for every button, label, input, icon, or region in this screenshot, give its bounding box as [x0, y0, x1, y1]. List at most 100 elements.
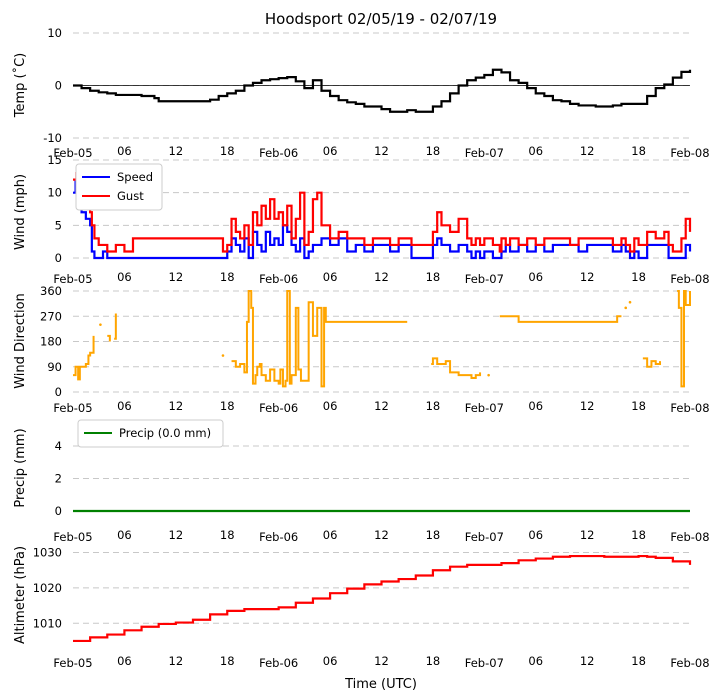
x-tick-label: 06 [528, 270, 543, 284]
x-tick-label: 12 [169, 654, 184, 668]
x-tick-label: 12 [169, 144, 184, 158]
x-tick-label: Feb-05 [53, 146, 92, 160]
y-tick-label: 270 [40, 309, 62, 323]
x-tick-label: 12 [580, 528, 595, 542]
y-axis-label: Wind (mph) [13, 174, 28, 250]
x-tick-label: 12 [374, 399, 389, 413]
x-tick-label: 06 [323, 144, 338, 158]
y-axis-label: Altimeter (hPa) [13, 546, 28, 644]
x-tick-label: 18 [631, 399, 646, 413]
x-tick-label: 06 [528, 654, 543, 668]
y-tick-label: 2 [55, 472, 62, 486]
x-tick-label: 18 [220, 144, 235, 158]
x-tick-label: 06 [528, 528, 543, 542]
x-tick-label: Feb-08 [670, 272, 709, 286]
x-tick-label: 12 [580, 270, 595, 284]
x-tick-label: 18 [220, 528, 235, 542]
x-tick-label: 06 [323, 399, 338, 413]
y-tick-label: 10 [47, 26, 62, 40]
x-tick-label: Feb-06 [259, 530, 298, 544]
x-tick-label: 18 [631, 144, 646, 158]
x-tick-label: 06 [117, 399, 132, 413]
series-line-wind-direction [107, 334, 111, 342]
x-tick-label: 18 [220, 399, 235, 413]
y-tick-label: 1010 [33, 616, 62, 630]
x-tick-label: 06 [117, 270, 132, 284]
x-tick-label: 12 [169, 528, 184, 542]
x-tick-label: Feb-08 [670, 146, 709, 160]
series-point-wind-direction [221, 354, 225, 357]
legend-label: Gust [117, 189, 144, 203]
series-line-wind-direction [677, 290, 691, 388]
series-point-wind-direction [624, 306, 628, 310]
panel-precip: 0 2 4 Feb-05 06 12 18 Feb-06 06 12 18 Feb-07 06 12 18 F… [13, 419, 710, 544]
legend-label: Precip (0.0 mm) [119, 426, 211, 440]
series-line-wind-direction [114, 313, 117, 340]
x-tick-label: Feb-05 [53, 530, 92, 544]
legend-box [77, 419, 224, 448]
panel-temp: -10 0 10 Feb-05 06 12 18 Feb-06 06 12 18 Feb-07 06 12… [12, 26, 710, 160]
y-tick-label: -10 [43, 131, 62, 145]
y-tick-label: 4 [55, 439, 62, 453]
series-point-wind-direction [628, 300, 632, 304]
y-tick-label: 15 [47, 153, 62, 167]
y-axis-label: Temp (˚C) [12, 53, 28, 119]
panels: -10 0 10 Feb-05 06 12 18 Feb-06 06 12 18 Feb-07 06 12… [12, 26, 710, 670]
x-axis-label: Time (UTC) [344, 677, 417, 692]
y-tick-label: 90 [47, 360, 62, 374]
x-tick-label: 06 [528, 144, 543, 158]
x-tick-label: 18 [426, 144, 441, 158]
x-tick-label: 12 [580, 144, 595, 158]
series-line-gust [73, 171, 692, 253]
x-tick-label: Feb-08 [670, 656, 709, 670]
x-tick-label: 18 [426, 270, 441, 284]
x-tick-label: Feb-06 [259, 146, 298, 160]
x-tick-label: 06 [323, 654, 338, 668]
x-tick-label: Feb-06 [259, 272, 298, 286]
x-tick-label: Feb-07 [465, 146, 504, 160]
x-tick-label: Feb-08 [670, 530, 709, 544]
y-tick-label: 0 [55, 504, 62, 518]
x-tick-label: 06 [117, 528, 132, 542]
x-tick-label: Feb-05 [53, 272, 92, 286]
x-tick-label: Feb-06 [259, 656, 298, 670]
x-tick-label: 12 [374, 654, 389, 668]
x-tick-label: Feb-07 [465, 656, 504, 670]
legend-label: Speed [117, 170, 153, 184]
series-line-wind-direction [73, 335, 95, 381]
x-tick-label: 06 [323, 528, 338, 542]
series-line-wind-direction [642, 357, 662, 368]
x-tick-label: 18 [631, 654, 646, 668]
x-tick-label: 12 [374, 270, 389, 284]
x-tick-label: 18 [426, 399, 441, 413]
series-point-wind-direction [487, 373, 490, 377]
x-tick-label: 06 [323, 270, 338, 284]
x-tick-label: 06 [117, 144, 132, 158]
x-tick-label: Feb-08 [670, 401, 709, 415]
x-tick-label: 18 [220, 654, 235, 668]
panel-altimeter: 1010 1020 1030 Feb-05 06 12 18 Feb-06 06 12 18 Feb-… [13, 546, 710, 670]
chart-title: Hoodsport 02/05/19 - 02/07/19 [265, 10, 497, 28]
x-tick-label: 18 [426, 654, 441, 668]
series-line-wind-direction [499, 315, 622, 323]
x-tick-label: 18 [631, 528, 646, 542]
x-tick-label: 12 [169, 270, 184, 284]
y-axis-label: Precip (mm) [13, 428, 28, 507]
series-point-wind-direction [99, 323, 102, 326]
y-tick-label: 10 [47, 186, 62, 200]
y-tick-label: 1030 [33, 546, 62, 560]
y-tick-label: 180 [40, 335, 62, 349]
x-tick-label: Feb-05 [53, 401, 92, 415]
y-tick-label: 5 [55, 218, 62, 232]
x-tick-label: Feb-06 [259, 401, 298, 415]
series-line-speed [73, 178, 692, 260]
series-line-temp [73, 68, 692, 113]
y-axis-label: Wind Direction [13, 293, 28, 389]
x-tick-label: Feb-07 [465, 530, 504, 544]
series-line-altimeter [73, 554, 692, 643]
x-tick-label: Feb-05 [53, 656, 92, 670]
x-tick-label: 06 [528, 399, 543, 413]
y-tick-label: 0 [55, 251, 62, 265]
x-tick-label: Feb-07 [465, 272, 504, 286]
x-tick-label: 12 [374, 528, 389, 542]
